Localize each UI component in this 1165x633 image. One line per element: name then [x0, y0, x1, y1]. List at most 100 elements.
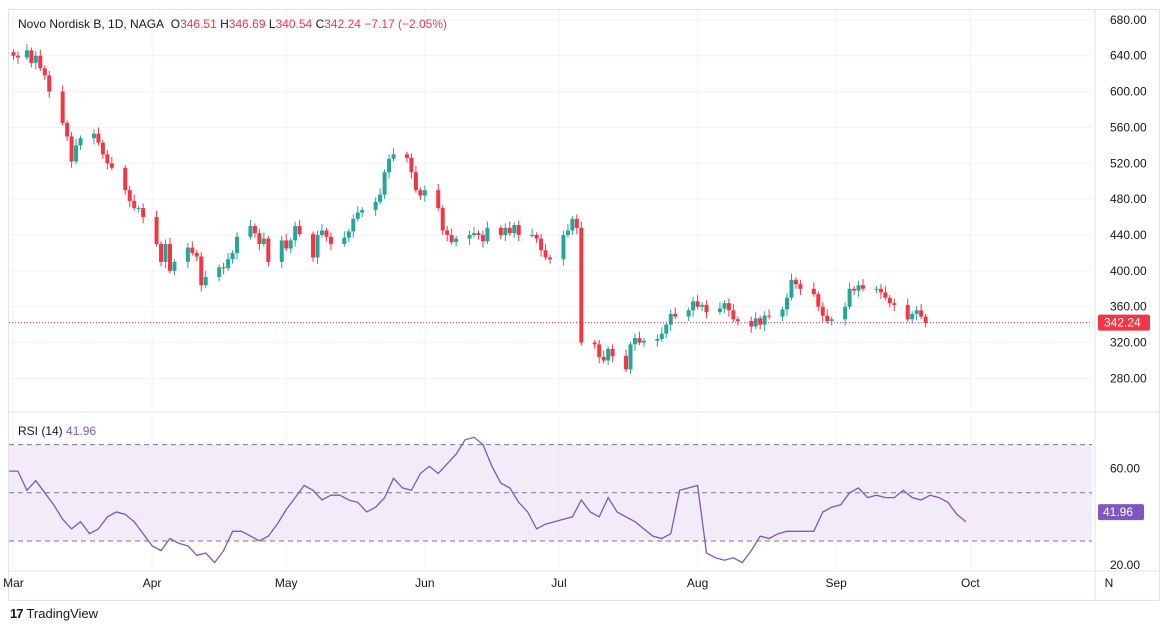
candle	[516, 225, 521, 235]
candle	[284, 240, 289, 249]
candle	[811, 288, 816, 295]
candle	[852, 288, 857, 291]
candle	[167, 243, 172, 271]
candle	[159, 243, 164, 262]
candle	[33, 55, 38, 63]
candle	[355, 212, 360, 219]
candle	[100, 142, 105, 155]
candle	[342, 237, 347, 244]
candle	[847, 288, 852, 307]
rsi-value-label: 41.96	[1103, 505, 1133, 519]
candle	[485, 227, 490, 242]
candle	[226, 259, 231, 269]
candle	[561, 234, 566, 260]
low-value: 340.54	[275, 17, 313, 31]
rsi-title[interactable]: RSI (14)	[18, 424, 63, 438]
price-tick-label: 520.00	[1110, 156, 1147, 170]
time-tick-label: N	[1105, 576, 1114, 590]
candle	[422, 190, 427, 196]
candle	[632, 338, 637, 345]
candle	[503, 227, 508, 235]
rsi-tick-label: 20.00	[1110, 558, 1140, 572]
last-price-badge	[1098, 314, 1150, 331]
candle	[436, 190, 441, 209]
candle	[288, 240, 293, 249]
rsi-tick-label: 60.00	[1110, 462, 1140, 476]
candle	[449, 234, 454, 243]
candle	[664, 324, 669, 334]
candle	[655, 338, 660, 341]
candle	[731, 310, 736, 320]
candle	[579, 227, 584, 343]
candle	[297, 226, 302, 235]
candle	[328, 236, 333, 244]
candle	[574, 218, 579, 228]
price-tick-label: 440.00	[1110, 228, 1147, 242]
candle	[74, 145, 79, 162]
candle	[686, 310, 691, 317]
candle	[38, 55, 43, 69]
candle	[472, 233, 477, 235]
candle	[15, 55, 20, 58]
candle	[413, 172, 418, 191]
candle	[221, 267, 226, 269]
candle	[829, 319, 834, 322]
candle	[194, 252, 199, 257]
candle	[404, 154, 409, 158]
candle	[874, 288, 879, 290]
candle	[856, 285, 861, 291]
candle	[96, 133, 101, 143]
tradingview-logo-icon: 17	[10, 606, 24, 621]
time-tick-label: Aug	[687, 576, 708, 590]
candle	[266, 238, 271, 262]
candle	[378, 194, 383, 202]
candle	[498, 227, 503, 235]
tradingview-brand[interactable]: TradingView	[26, 606, 99, 621]
candle	[235, 236, 240, 253]
candle	[69, 136, 74, 162]
candle	[136, 208, 141, 210]
candle	[507, 227, 512, 234]
symbol-legend[interactable]: Novo Nordisk B, 1D, NAGA O346.51 H346.69…	[18, 17, 447, 31]
candle	[793, 279, 798, 285]
candle	[190, 247, 195, 253]
candle	[387, 158, 392, 173]
candle	[700, 304, 705, 307]
candle	[789, 279, 794, 298]
candle	[454, 238, 459, 243]
candle	[565, 230, 570, 235]
price-tick-label: 560.00	[1110, 120, 1147, 134]
time-tick-label: Jun	[415, 576, 434, 590]
candle	[861, 285, 866, 289]
candle	[767, 315, 772, 317]
symbol-name[interactable]: Novo Nordisk B, 1D, NAGA	[18, 17, 164, 31]
candle	[798, 284, 803, 289]
candle	[346, 231, 351, 238]
candle	[539, 238, 544, 251]
candle	[641, 340, 646, 343]
rsi-legend[interactable]: RSI (14) 41.96	[18, 424, 96, 438]
candle	[261, 238, 266, 244]
candle	[637, 338, 642, 343]
candle	[172, 261, 177, 271]
footer-branding[interactable]: 17 TradingView	[10, 606, 98, 621]
price-tick-label: 360.00	[1110, 300, 1147, 314]
candle	[878, 288, 883, 293]
candle	[606, 348, 611, 361]
candle	[476, 233, 481, 235]
candle	[467, 234, 472, 239]
time-tick-label: May	[275, 576, 298, 590]
candle	[668, 313, 673, 325]
time-tick-label: Mar	[3, 576, 24, 590]
candle	[543, 250, 548, 258]
candle	[749, 321, 754, 327]
rsi-legend-value: 41.96	[66, 424, 97, 438]
price-tick-label: 600.00	[1110, 85, 1147, 99]
candle	[445, 230, 450, 235]
candle	[816, 294, 821, 307]
candle	[293, 226, 298, 241]
candle	[825, 315, 830, 322]
candle	[60, 91, 65, 123]
high-value: 346.69	[228, 17, 266, 31]
